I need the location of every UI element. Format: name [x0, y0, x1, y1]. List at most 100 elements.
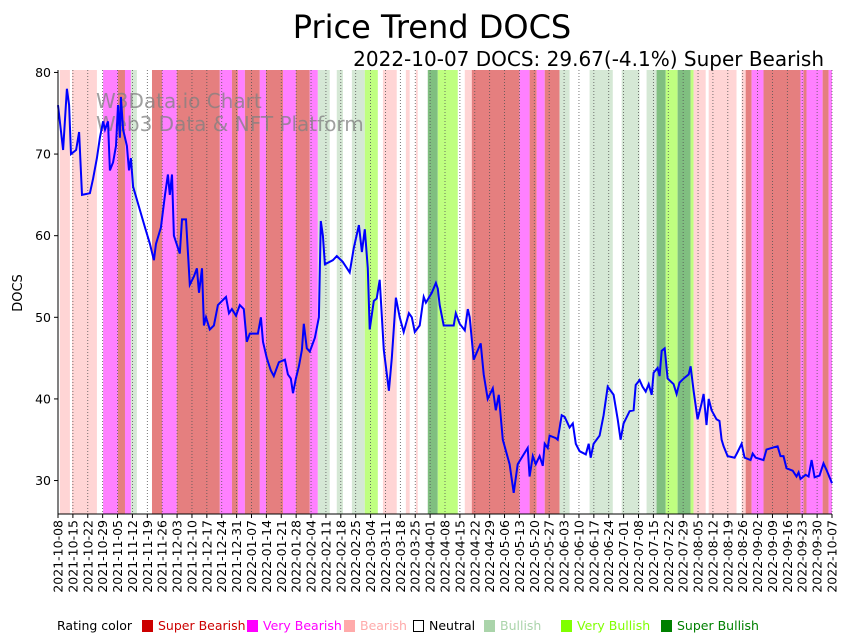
legend-swatch-BU — [484, 620, 495, 632]
axes: 2021-10-08 2021-10-15 2021-10-22 2021-10-29… — [35, 65, 839, 593]
x-tick-label: 2022-04-01 — [423, 520, 438, 593]
legend-label-SB: Super Bearish — [158, 618, 246, 633]
y-tick-label: 40 — [35, 391, 51, 406]
x-tick-label: 2022-03-25 — [408, 520, 423, 593]
x-tick-label: 2022-04-08 — [438, 520, 453, 593]
x-tick-label: 2021-11-19 — [140, 520, 155, 593]
x-tick-label: 2022-02-11 — [318, 520, 333, 593]
x-tick-label: 2022-05-27 — [542, 520, 557, 593]
x-tick-label: 2022-03-11 — [378, 520, 393, 593]
rating-band-VB — [282, 70, 296, 514]
rating-band-SB — [544, 70, 560, 514]
y-axis-label: DOCS — [11, 274, 26, 312]
rating-band-SB — [244, 70, 260, 514]
rating-band-BU — [317, 70, 330, 514]
x-tick-label: 2022-07-08 — [631, 520, 646, 593]
legend-title: Rating color — [57, 618, 133, 633]
x-tick-label: 2022-08-26 — [735, 520, 750, 593]
y-tick-label: 80 — [35, 65, 51, 80]
x-tick-label: 2021-11-12 — [125, 520, 140, 593]
watermark-line-1: W3Data.io Chart — [96, 89, 262, 113]
x-tick-label: 2022-09-16 — [780, 520, 795, 593]
rating-band-B — [59, 70, 70, 514]
rating-band-VB — [828, 70, 832, 514]
x-tick-label: 2022-02-18 — [333, 520, 348, 593]
legend-label-SBU: Super Bullish — [677, 618, 759, 633]
legend-swatch-N — [413, 620, 424, 632]
y-tick-label: 50 — [35, 310, 51, 325]
x-tick-label: 2022-09-30 — [810, 520, 825, 593]
x-tick-label: 2022-04-22 — [467, 520, 482, 593]
x-tick-label: 2022-05-20 — [527, 520, 542, 593]
rating-band-VB — [103, 70, 118, 514]
legend-label-B: Bearish — [360, 618, 407, 633]
legend-label-VB: Very Bearish — [263, 618, 342, 633]
rating-band-B — [741, 70, 746, 514]
rating-band-SB — [471, 70, 520, 514]
x-tick-label: 2022-10-07 — [825, 520, 840, 593]
watermark-line-2: Web3 Data & NFT Platform — [96, 112, 364, 136]
x-tick-label: 2022-04-29 — [482, 520, 497, 593]
x-tick-label: 2021-12-24 — [214, 520, 229, 593]
rating-band-SB — [295, 70, 310, 514]
x-tick-label: 2021-10-22 — [80, 520, 95, 593]
y-tick-label: 60 — [35, 228, 51, 243]
x-tick-label: 2022-01-07 — [244, 520, 259, 593]
y-tick-label: 70 — [35, 147, 51, 162]
x-tick-label: 2021-10-08 — [51, 520, 66, 593]
rating-band-VB — [309, 70, 318, 514]
rating-band-B — [405, 70, 410, 514]
rating-band-VB — [161, 70, 177, 514]
rating-band-VBU — [665, 70, 678, 514]
legend-label-VBU: Very Bullish — [577, 618, 650, 633]
x-tick-label: 2022-03-18 — [393, 520, 408, 593]
legend-swatch-SB — [142, 620, 153, 632]
x-tick-label: 2021-12-31 — [229, 520, 244, 593]
x-tick-label: 2022-08-19 — [720, 520, 735, 593]
x-tick-label: 2021-11-05 — [110, 520, 125, 593]
rating-band-VBU — [690, 70, 694, 514]
rating-band-B — [72, 70, 97, 514]
rating-band-VB — [806, 70, 823, 514]
x-tick-label: 2021-12-03 — [170, 520, 185, 593]
x-tick-label: 2022-09-23 — [795, 520, 810, 593]
x-tick-label: 2022-03-04 — [363, 520, 378, 593]
x-tick-label: 2021-10-29 — [95, 520, 110, 593]
y-tick-label: 30 — [35, 473, 51, 488]
rating-band-SB — [529, 70, 537, 514]
x-tick-label: 2022-05-06 — [497, 520, 512, 593]
rating-band-SB — [803, 70, 807, 514]
rating-band-SB — [745, 70, 752, 514]
rating-band-VB — [219, 70, 232, 514]
rating-band-BU — [621, 70, 640, 514]
rating-band-BU — [351, 70, 365, 514]
rating-band-SB — [117, 70, 125, 514]
x-tick-label: 2022-02-25 — [348, 520, 363, 593]
rating-band-B — [464, 70, 472, 514]
x-tick-label: 2022-07-29 — [676, 520, 691, 593]
x-tick-label: 2022-08-05 — [691, 520, 706, 593]
rating-band-SB — [265, 70, 283, 514]
rating-band-VBU — [364, 70, 378, 514]
chart-title: Price Trend DOCS — [293, 8, 571, 46]
rating-band-SBU — [656, 70, 666, 514]
rating-band-B — [382, 70, 397, 514]
x-tick-label: 2021-10-15 — [65, 520, 80, 593]
x-tick-label: 2021-12-17 — [199, 520, 214, 593]
legend-swatch-B — [344, 620, 355, 632]
rating-band-BU — [336, 70, 343, 514]
rating-band-VB — [237, 70, 245, 514]
rating-band-VB — [124, 70, 131, 514]
x-tick-label: 2022-08-12 — [705, 520, 720, 593]
legend-swatch-SBU — [661, 620, 672, 632]
rating-band-BU — [589, 70, 613, 514]
rating-band-SB — [231, 70, 238, 514]
price-line — [57, 88, 833, 493]
x-tick-label: 2022-06-03 — [557, 520, 572, 593]
x-tick-label: 2022-07-01 — [616, 520, 631, 593]
rating-band-VB — [536, 70, 545, 514]
x-tick-label: 2022-02-04 — [304, 520, 319, 593]
rating-band-SB — [151, 70, 162, 514]
x-tick-label: 2022-06-10 — [571, 520, 586, 593]
